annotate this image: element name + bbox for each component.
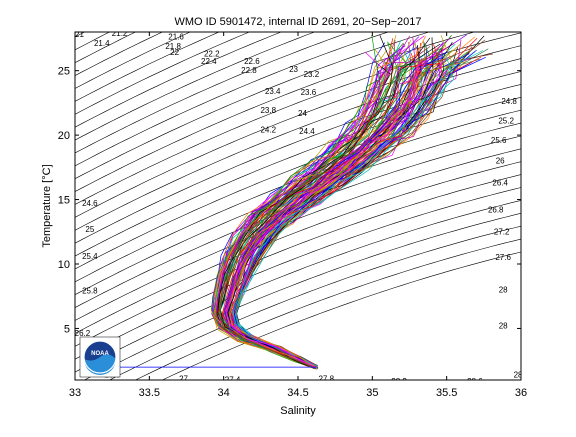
- density-contour-label: 25.2: [498, 117, 514, 126]
- noaa-logo: NOAA: [79, 336, 121, 378]
- density-contour-label: 22.4: [201, 57, 217, 66]
- x-tick-label: 35.5: [436, 387, 457, 399]
- profile-line: [223, 61, 426, 369]
- density-contour: [75, 32, 316, 141]
- density-contour-label: 24.6: [82, 199, 98, 208]
- y-tick-label: 20: [58, 130, 70, 142]
- density-contour-label: 21: [75, 30, 84, 39]
- y-tick-label: 25: [58, 66, 70, 78]
- x-tick-label: 36: [515, 387, 527, 399]
- density-contour-label: 26.4: [492, 178, 508, 187]
- density-contour: [75, 32, 220, 102]
- density-contour: [75, 32, 251, 115]
- density-contour-label: 28.2: [391, 377, 407, 386]
- density-contour-label: 21.6: [168, 33, 184, 42]
- density-contour: [75, 84, 521, 257]
- density-contour: [75, 45, 521, 218]
- density-contour-label: 24: [298, 109, 307, 118]
- density-contour-label: 25.8: [82, 287, 98, 296]
- density-contour: [75, 32, 476, 192]
- y-tick-label: 15: [58, 195, 70, 207]
- profile-line: [231, 42, 443, 367]
- x-tick-label: 35: [366, 387, 378, 399]
- density-contour-label: 28: [499, 285, 508, 294]
- density-contour-label: 23: [289, 65, 298, 74]
- density-contour: [75, 32, 390, 167]
- x-axis-label: Salinity: [280, 405, 316, 417]
- density-contour-label: 28.6: [467, 377, 483, 386]
- density-contour-label: 24.2: [260, 126, 276, 135]
- density-contour-label: 27: [179, 374, 188, 383]
- chart-title: WMO ID 5901472, internal ID 2691, 20−Sep…: [174, 16, 421, 28]
- density-contour: [75, 174, 521, 347]
- profile-line: [225, 55, 420, 370]
- density-contour: [108, 225, 521, 380]
- density-contour-label: 22.2: [204, 49, 220, 58]
- density-contour: [75, 32, 351, 154]
- density-contour: [75, 71, 521, 244]
- profile-line: [235, 54, 466, 368]
- density-contour-label: 21.4: [94, 39, 110, 48]
- density-contour-label: 27.6: [495, 253, 511, 262]
- density-contour-label: 23.2: [304, 70, 320, 79]
- x-tick-label: 34.5: [287, 387, 308, 399]
- profile-line: [214, 49, 389, 367]
- density-contour-label: 27.2: [494, 227, 510, 236]
- density-contour-label: 26: [496, 156, 505, 165]
- noaa-logo-text: NOAA: [91, 351, 109, 357]
- x-axis: 33 33.5 34 34.5 35 35.5 36: [69, 32, 527, 399]
- profile-line: [225, 51, 438, 369]
- density-contour: [75, 187, 521, 360]
- density-contour-label: 27.4: [225, 376, 241, 385]
- density-contour: [134, 238, 521, 380]
- density-contour-label: 24.8: [501, 97, 517, 106]
- density-contour-label: 22: [170, 48, 179, 57]
- profile-line: [235, 56, 455, 369]
- profile-line: [210, 61, 392, 369]
- density-contour-label: 21.8: [165, 42, 181, 51]
- density-contour-label: 23.8: [260, 106, 276, 115]
- profile-line: [225, 46, 443, 367]
- density-contour-label: 23.4: [265, 87, 281, 96]
- density-contour-label: 26.8: [488, 205, 504, 214]
- density-contour: [75, 32, 191, 89]
- x-tick-label: 33.5: [139, 387, 160, 399]
- profile-line: [232, 59, 457, 367]
- density-contour-label: 27.8: [318, 374, 334, 383]
- y-axis: 5 10 15 20 25: [58, 66, 521, 335]
- density-contour: [75, 200, 521, 373]
- density-contour-labels: 21.2 21 21.4 21.621.822 22.222.4 22.622.8 23 23…: [75, 29, 523, 386]
- density-contour-label: 22.6: [244, 57, 260, 66]
- density-contour-label: 24.4: [299, 127, 315, 136]
- density-contour-label: 28: [499, 321, 508, 330]
- density-contour-label: 28: [514, 370, 523, 379]
- density-contour: [75, 32, 163, 76]
- x-tick-label: 34: [218, 387, 230, 399]
- x-tick-label: 33: [69, 387, 81, 399]
- density-contour: [83, 212, 521, 380]
- y-tick-label: 10: [58, 259, 70, 271]
- profile-line: [225, 41, 444, 368]
- density-contour-label: 21.2: [112, 29, 128, 38]
- density-contour-label: 22.8: [241, 66, 257, 75]
- profile-lines: [119, 34, 493, 370]
- density-contour: [75, 96, 521, 270]
- profile-line: [218, 46, 431, 368]
- profile-line: [211, 49, 388, 368]
- density-contour: [161, 251, 521, 380]
- density-contour-label: 25.6: [491, 136, 507, 145]
- density-contour-label: 23.6: [301, 88, 317, 97]
- y-tick-label: 5: [64, 323, 70, 335]
- density-contour: [75, 161, 521, 334]
- density-contour-label: 25: [85, 225, 94, 234]
- density-contour: [75, 32, 431, 180]
- y-axis-label: Temperature [°C]: [41, 164, 53, 247]
- density-contour-label: 25.4: [82, 252, 98, 261]
- density-contour-label: 26.2: [75, 329, 91, 338]
- density-contour: [75, 32, 282, 128]
- profile-line: [227, 37, 434, 368]
